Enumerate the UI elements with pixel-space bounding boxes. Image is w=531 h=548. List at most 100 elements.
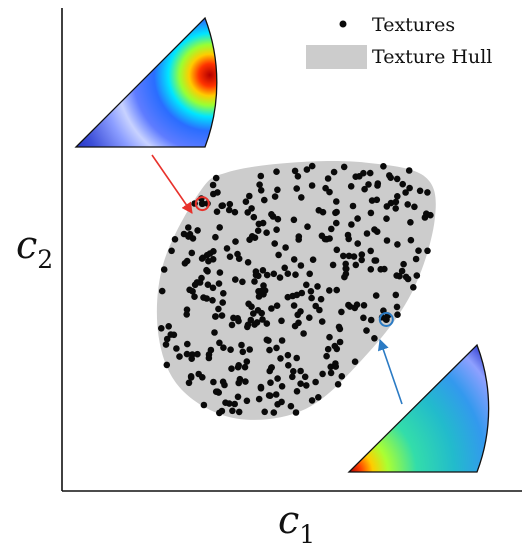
texture-point (219, 299, 226, 306)
x-axis-label-base: c (278, 498, 299, 542)
texture-point (266, 346, 273, 354)
texture-point (383, 237, 391, 244)
texture-point (306, 314, 313, 322)
texture-point (254, 227, 262, 234)
texture-point (394, 311, 401, 319)
texture-point (226, 200, 234, 208)
texture-point (338, 373, 346, 380)
texture-point (168, 247, 175, 255)
texture-point (273, 344, 280, 352)
texture-point (232, 238, 239, 245)
texture-point (342, 265, 350, 272)
texture-point (210, 378, 217, 386)
texture-point (365, 181, 372, 188)
texture-point (380, 163, 387, 170)
texture-point (317, 295, 325, 303)
texture-point (303, 382, 310, 389)
texture-point (383, 215, 390, 222)
texture-point (255, 395, 263, 403)
texture-point (260, 282, 267, 289)
texture-point (407, 236, 415, 244)
texture-point (336, 338, 344, 346)
texture-point (327, 369, 335, 377)
texture-point (205, 351, 213, 358)
texture-point (308, 294, 315, 302)
texture-point (238, 341, 245, 349)
inset-pole-figure-top (74, 16, 218, 148)
texture-point (245, 300, 252, 308)
texture-point (324, 345, 332, 353)
texture-point (176, 353, 183, 360)
y-axis-label-base: c (16, 223, 37, 267)
texture-point (394, 241, 401, 248)
texture-point (274, 375, 281, 382)
texture-point (393, 272, 401, 279)
texture-point (427, 211, 434, 219)
texture-point (235, 379, 242, 387)
texture-point (402, 273, 410, 281)
texture-point (367, 316, 375, 324)
legend-hull-swatch (306, 45, 367, 69)
texture-point (360, 302, 368, 309)
texture-point (289, 373, 296, 381)
texture-point (371, 257, 379, 264)
texture-point (363, 230, 371, 237)
texture-point (215, 305, 222, 313)
texture-point (367, 266, 375, 273)
texture-point (244, 259, 252, 266)
texture-point (292, 409, 300, 416)
texture-point (349, 202, 357, 210)
texture-point (209, 297, 216, 304)
texture-point (367, 247, 375, 255)
texture-point (273, 302, 281, 310)
texture-point (274, 215, 282, 223)
texture-point (328, 225, 335, 233)
texture-point (270, 409, 278, 416)
texture-point (228, 321, 236, 329)
highlight-ring-blue (378, 312, 394, 327)
texture-point (315, 207, 323, 214)
texture-point (158, 325, 165, 332)
texture-point (374, 182, 381, 189)
texture-point (229, 407, 236, 415)
texture-point (218, 407, 226, 415)
texture-point (322, 184, 329, 192)
texture-point (282, 244, 289, 251)
texture-point (247, 316, 255, 324)
texture-point (185, 224, 192, 231)
texture-point (300, 330, 307, 337)
texture-point (293, 354, 301, 362)
texture-point (219, 378, 227, 386)
texture-point (256, 181, 263, 188)
texture-point (424, 247, 431, 255)
texture-point (278, 398, 285, 406)
texture-point (290, 216, 298, 224)
texture-point (234, 393, 242, 401)
texture-point (183, 306, 191, 314)
texture-point (284, 293, 292, 301)
texture-point (399, 180, 407, 188)
texture-point (312, 302, 320, 310)
texture-hull (156, 161, 436, 420)
texture-point (275, 251, 282, 259)
texture-point (348, 221, 355, 228)
texture-point (268, 364, 276, 371)
texture-point (246, 346, 253, 353)
texture-point (250, 310, 257, 317)
texture-point (265, 337, 272, 344)
texture-point (214, 388, 221, 396)
texture-point (189, 288, 196, 295)
texture-point (363, 327, 370, 334)
texture-point (297, 262, 305, 269)
texture-point (360, 314, 367, 322)
texture-point (293, 388, 301, 395)
texture-point (267, 379, 274, 387)
texture-point (200, 401, 208, 409)
texture-point (171, 236, 179, 243)
texture-point (392, 291, 400, 299)
texture-point (358, 251, 366, 258)
texture-point (290, 256, 298, 263)
texture-point (218, 312, 226, 319)
texture-point (347, 183, 355, 190)
